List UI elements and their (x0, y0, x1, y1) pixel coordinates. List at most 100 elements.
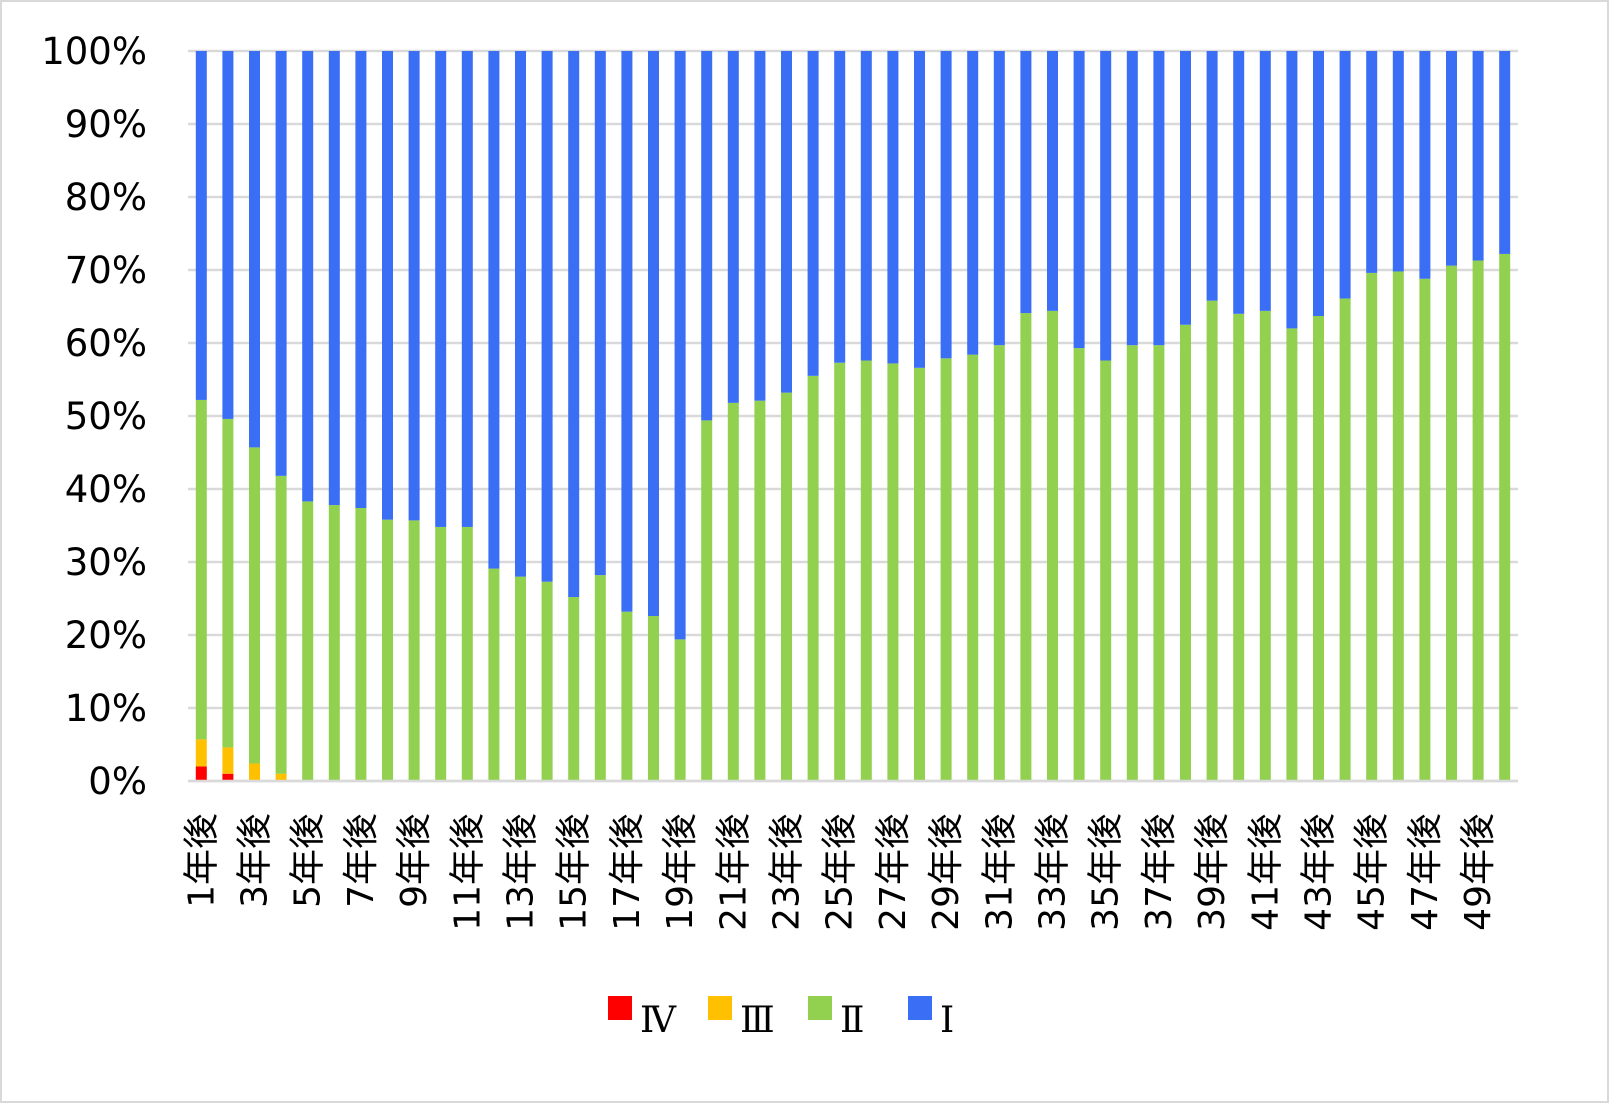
bar-segment-series-2-cat-45 (1366, 272, 1378, 781)
x-tick-label: 37年後 (1139, 813, 1180, 931)
bar-segment-series-3-cat-15 (568, 51, 580, 598)
bar-segment-series-2-cat-3 (249, 447, 260, 764)
x-tick-label: 27年後 (873, 813, 914, 931)
bar-segment-series-2-cat-27 (887, 363, 899, 781)
bar-segment-series-3-cat-22 (754, 51, 766, 401)
x-tick-label: 47年後 (1405, 813, 1446, 931)
x-tick-label: 3年後 (235, 813, 276, 908)
legend-label-3: Ⅰ (940, 1000, 954, 1041)
bar-segment-series-2-cat-10 (435, 526, 447, 781)
y-tick-label: 30% (65, 541, 147, 584)
bar-segment-series-3-cat-50 (1499, 51, 1511, 254)
bar-segment-series-3-cat-49 (1472, 51, 1484, 261)
y-tick-label: 10% (65, 687, 147, 730)
y-tick-label: 60% (65, 322, 147, 365)
bar-segment-series-1-cat-1 (195, 739, 207, 767)
bar-segment-series-2-cat-2 (222, 418, 234, 748)
x-tick-label: 21年後 (713, 813, 754, 931)
bar-segment-series-2-cat-28 (914, 367, 925, 781)
bar-segment-series-2-cat-11 (461, 526, 473, 781)
x-tick-label: 41年後 (1245, 813, 1286, 931)
bar-segment-series-2-cat-40 (1233, 313, 1245, 781)
bar-segment-series-3-cat-17 (621, 51, 633, 612)
bar-segment-series-1-cat-3 (249, 763, 260, 781)
bar-segment-series-3-cat-14 (541, 51, 553, 582)
bar-segment-series-3-cat-9 (408, 51, 420, 521)
bar-segment-series-2-cat-6 (328, 505, 340, 781)
bar-segment-series-1-cat-2 (222, 747, 234, 774)
legend-swatch-1 (708, 996, 732, 1020)
bar-segment-series-3-cat-39 (1206, 51, 1218, 301)
bar-segment-series-3-cat-24 (807, 51, 819, 376)
y-tick-label: 80% (65, 176, 147, 219)
bar-segment-series-2-cat-33 (1047, 310, 1058, 781)
bar-segment-series-3-cat-41 (1259, 51, 1271, 311)
bar-segment-series-2-cat-30 (967, 354, 979, 781)
bar-segment-series-3-cat-43 (1313, 51, 1324, 316)
bar-segment-series-3-cat-8 (382, 51, 393, 520)
x-tick-label: 11年後 (447, 813, 488, 931)
bar-segment-series-2-cat-42 (1286, 328, 1298, 781)
bar-segment-series-3-cat-27 (887, 51, 899, 364)
bar-segment-series-3-cat-10 (435, 51, 447, 527)
bar-segment-series-3-cat-7 (355, 51, 367, 508)
bar-segment-series-3-cat-11 (461, 51, 473, 527)
bar-segment-series-2-cat-20 (701, 420, 713, 781)
bar-segment-series-2-cat-21 (727, 402, 739, 781)
bar-segment-series-3-cat-21 (727, 51, 739, 403)
x-axis: 1年後 3年後 5年後 7年後 9年後 11年後 13年後 15年後 17年後 19年後 21年後 2… (181, 779, 1518, 931)
legend-swatch-3 (908, 996, 932, 1020)
bar-segment-series-3-cat-30 (967, 51, 979, 355)
bar-segment-series-2-cat-19 (674, 639, 686, 781)
bar-segment-series-3-cat-42 (1286, 51, 1298, 329)
bar-segment-series-0-cat-1 (195, 766, 207, 781)
x-tick-label: 35年後 (1086, 813, 1127, 931)
bar-segment-series-2-cat-1 (195, 399, 207, 740)
bar-segment-series-3-cat-2 (222, 51, 234, 419)
bar-segment-series-2-cat-43 (1313, 315, 1324, 781)
bar-segment-series-3-cat-12 (488, 51, 500, 569)
x-tick-label: 31年後 (979, 813, 1020, 931)
x-tick-label: 23年後 (767, 813, 808, 931)
bar-segment-series-3-cat-36 (1126, 51, 1138, 346)
bar-segment-series-3-cat-45 (1366, 51, 1378, 273)
bar-segment-series-3-cat-34 (1073, 51, 1085, 349)
bar-segment-series-2-cat-41 (1259, 310, 1271, 781)
bar-segment-series-2-cat-49 (1472, 260, 1484, 781)
bar-segment-series-3-cat-25 (834, 51, 846, 363)
x-tick-label: 7年後 (341, 813, 382, 908)
y-tick-label: 50% (65, 395, 147, 438)
bar-segment-series-3-cat-20 (701, 51, 713, 421)
bar-segment-series-3-cat-4 (275, 51, 287, 476)
bar-segment-series-3-cat-16 (594, 51, 606, 576)
y-tick-label: 90% (65, 103, 147, 146)
bar-segment-series-2-cat-8 (382, 519, 393, 781)
bar-segment-series-2-cat-48 (1446, 265, 1457, 781)
bar-segment-series-2-cat-46 (1392, 271, 1404, 781)
bar-segment-series-2-cat-29 (940, 358, 952, 781)
bar-segment-series-3-cat-31 (993, 51, 1005, 346)
legend-label-0: Ⅳ (640, 1000, 677, 1041)
x-tick-label: 17年後 (607, 813, 648, 931)
bar-segment-series-2-cat-24 (807, 375, 819, 781)
bar-segment-series-3-cat-28 (914, 51, 925, 368)
legend-swatch-0 (608, 996, 632, 1020)
bar-segment-series-2-cat-36 (1126, 345, 1138, 781)
bar-segment-series-3-cat-40 (1233, 51, 1245, 314)
bar-segment-series-2-cat-22 (754, 400, 766, 781)
bars (195, 51, 1511, 781)
bar-segment-series-1-cat-4 (275, 773, 287, 781)
bar-segment-series-3-cat-38 (1180, 51, 1191, 325)
y-tick-label: 100% (41, 30, 147, 73)
legend-swatch-2 (808, 996, 832, 1020)
x-tick-label: 33年後 (1033, 813, 1074, 931)
bar-segment-series-2-cat-12 (488, 568, 500, 781)
bar-segment-series-3-cat-47 (1419, 51, 1431, 279)
bar-segment-series-2-cat-13 (515, 576, 526, 781)
bar-segment-series-3-cat-46 (1392, 51, 1404, 272)
bar-segment-series-3-cat-44 (1339, 51, 1351, 299)
bar-segment-series-2-cat-16 (594, 575, 606, 781)
bar-segment-series-2-cat-7 (355, 507, 367, 781)
y-axis: 0% 10% 20% 30% 40% 50% 60% 70% 80% 90% 100% (41, 30, 147, 803)
